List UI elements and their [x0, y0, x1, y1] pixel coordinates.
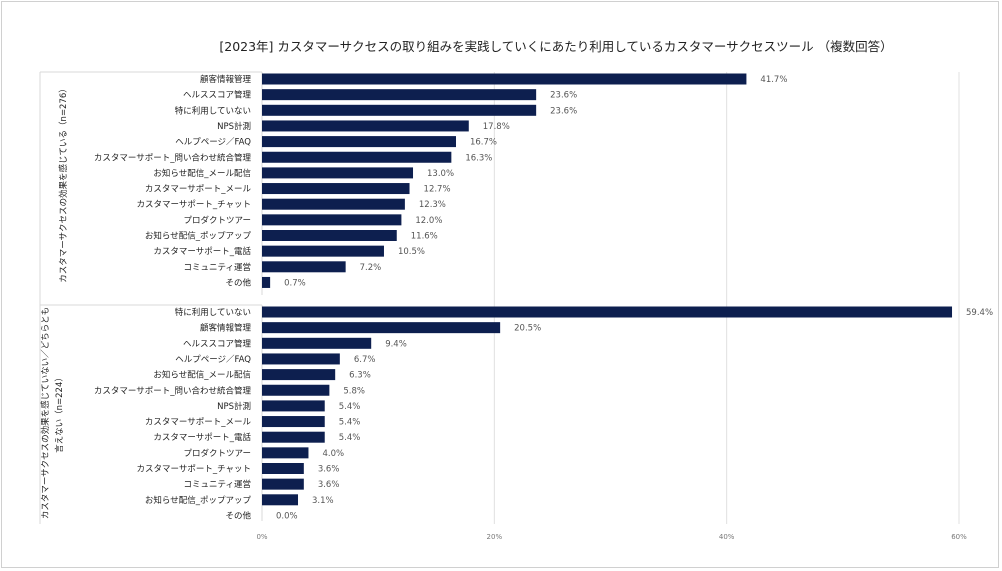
- value-label: 10.5%: [398, 247, 425, 257]
- value-label: 17.8%: [483, 122, 510, 132]
- category-label: NPS計測: [217, 121, 251, 132]
- value-label: 6.3%: [349, 371, 371, 381]
- x-tick-label: 40%: [719, 533, 735, 541]
- value-label: 0.0%: [276, 511, 298, 521]
- bar: [262, 230, 397, 241]
- x-tick-label: 60%: [951, 533, 967, 541]
- category-label: 特に利用していない: [175, 105, 251, 116]
- value-label: 12.7%: [424, 185, 451, 195]
- bar: [262, 89, 537, 101]
- category-label: ヘルススコア管理: [183, 90, 252, 101]
- bar: [262, 73, 747, 85]
- bar: [262, 337, 372, 349]
- category-label: その他: [225, 277, 251, 288]
- category-label: お知らせ配信_メール配信: [153, 168, 251, 179]
- value-label: 41.7%: [760, 75, 787, 85]
- bar: [262, 183, 410, 195]
- bar: [262, 478, 304, 490]
- bar: [262, 322, 501, 334]
- value-label: 23.6%: [550, 91, 577, 101]
- category-label: ヘルプページ／FAQ: [175, 355, 251, 365]
- bar: [262, 494, 299, 506]
- value-label: 12.3%: [419, 200, 446, 210]
- category-label: 顧客情報管理: [200, 323, 252, 334]
- bar: [262, 151, 452, 163]
- value-label: 5.4%: [339, 418, 361, 428]
- category-label: カスタマーサポート_チャット: [137, 465, 252, 475]
- category-label: お知らせ配信_ポップアップ: [145, 495, 252, 506]
- value-label: 7.2%: [360, 263, 382, 273]
- value-label: 16.3%: [465, 153, 492, 163]
- category-label: カスタマーサポート_電話: [153, 432, 251, 443]
- bar: [262, 104, 537, 116]
- category-label: 特に利用していない: [175, 307, 251, 318]
- category-label: NPS計測: [217, 401, 251, 412]
- value-label: 12.0%: [415, 216, 442, 226]
- bar: [262, 447, 309, 459]
- category-label: プロダクトツアー: [184, 215, 252, 226]
- category-label: カスタマーサポート_問い合わせ統合管理: [94, 152, 252, 163]
- category-label: 顧客情報管理: [200, 74, 252, 85]
- bar: [262, 306, 953, 318]
- bar: [262, 136, 456, 148]
- bar: [262, 120, 469, 132]
- category-label: コミュニティ運営: [184, 479, 252, 490]
- category-label: プロダクトツアー: [184, 448, 252, 459]
- value-label: 3.1%: [312, 496, 334, 506]
- category-label: ヘルススコア管理: [183, 338, 252, 349]
- bar: [262, 400, 325, 412]
- value-label: 0.7%: [284, 278, 306, 288]
- category-label: コミュニティ運営: [184, 262, 252, 273]
- value-label: 5.4%: [339, 433, 361, 443]
- category-label: お知らせ配信_メール配信: [153, 370, 251, 381]
- bar: [262, 369, 336, 381]
- bar: [262, 353, 340, 365]
- value-label: 5.8%: [343, 386, 365, 396]
- value-label: 3.6%: [318, 480, 340, 490]
- bar: [262, 167, 414, 179]
- bar: [262, 276, 271, 288]
- value-label: 6.7%: [354, 355, 376, 365]
- category-label: カスタマーサポート_メール: [145, 185, 252, 195]
- value-label: 16.7%: [470, 138, 497, 148]
- value-label: 23.6%: [550, 106, 577, 116]
- category-label: カスタマーサポート_チャット: [137, 200, 252, 210]
- value-label: 13.0%: [427, 169, 454, 179]
- chart-title: [2023年] カスタマーサクセスの取り組みを実践していくにあたり利用しているカ…: [219, 39, 893, 54]
- value-label: 3.6%: [318, 465, 340, 475]
- value-label: 59.4%: [966, 308, 993, 318]
- value-label: 11.6%: [411, 232, 438, 242]
- bar: [262, 463, 304, 474]
- category-label: ヘルプページ／FAQ: [175, 138, 251, 148]
- bar: [262, 198, 405, 210]
- category-label: カスタマーサポート_電話: [153, 246, 251, 257]
- value-label: 9.4%: [385, 339, 407, 349]
- category-label: カスタマーサポート_問い合わせ統合管理: [94, 385, 252, 396]
- category-label: カスタマーサポート_メール: [145, 418, 252, 428]
- group-label: カスタマーサクセスの効果を感じていない／どちらとも: [40, 307, 51, 519]
- value-label: 5.4%: [339, 402, 361, 412]
- bar: [262, 214, 402, 226]
- bar: [262, 384, 330, 396]
- group-label: 言えない（n=224）: [54, 373, 65, 453]
- group-label: カスタマーサクセスの効果を感じている（n=276）: [58, 84, 69, 283]
- value-label: 4.0%: [322, 449, 344, 459]
- category-label: その他: [225, 510, 251, 521]
- bar: [262, 245, 384, 257]
- value-label: 20.5%: [514, 324, 541, 334]
- category-label: お知らせ配信_ポップアップ: [145, 231, 252, 242]
- x-tick-label: 0%: [256, 533, 267, 541]
- bar: [262, 416, 325, 428]
- x-tick-label: 20%: [487, 533, 503, 541]
- bar: [262, 261, 346, 273]
- bar: [262, 431, 325, 443]
